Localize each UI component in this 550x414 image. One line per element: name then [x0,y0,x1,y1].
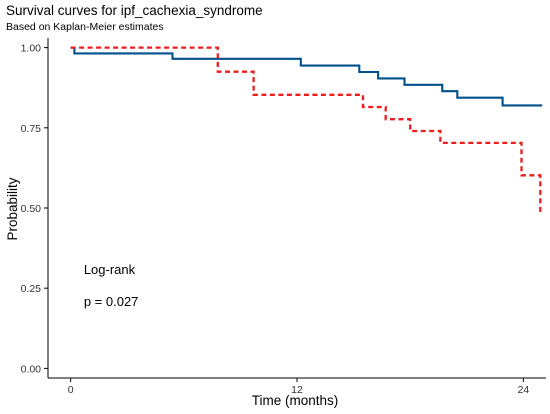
x-axis-label: Time (months) [252,393,339,408]
survival-curve-1 [70,46,543,107]
x-tick-label: 0 [68,384,74,396]
x-axis-ticks: 0 12 24 [68,378,530,396]
x-tick-label: 12 [291,384,303,396]
p-value-label: p = 0.027 [84,294,139,309]
y-tick-label: 0.25 [21,283,42,295]
chart-subtitle: Based on Kaplan-Meier estimates [6,21,164,33]
y-tick-label: 0.75 [21,123,42,135]
log-rank-label: Log-rank [84,262,136,277]
y-tick-label: 0.00 [21,363,42,375]
chart-title: Survival curves for ipf_cachexia_syndrom… [6,3,263,18]
survival-curve-2 [70,46,542,214]
y-tick-label: 1.00 [21,43,42,55]
x-tick-label: 24 [518,384,530,396]
series-layer [70,46,543,214]
y-tick-label: 0.50 [21,203,42,215]
annotation-layer: Log-rank p = 0.027 [84,262,139,309]
y-axis-ticks: 0.00 0.25 0.50 0.75 1.00 [21,43,48,375]
y-axis-label: Probability [5,177,20,240]
